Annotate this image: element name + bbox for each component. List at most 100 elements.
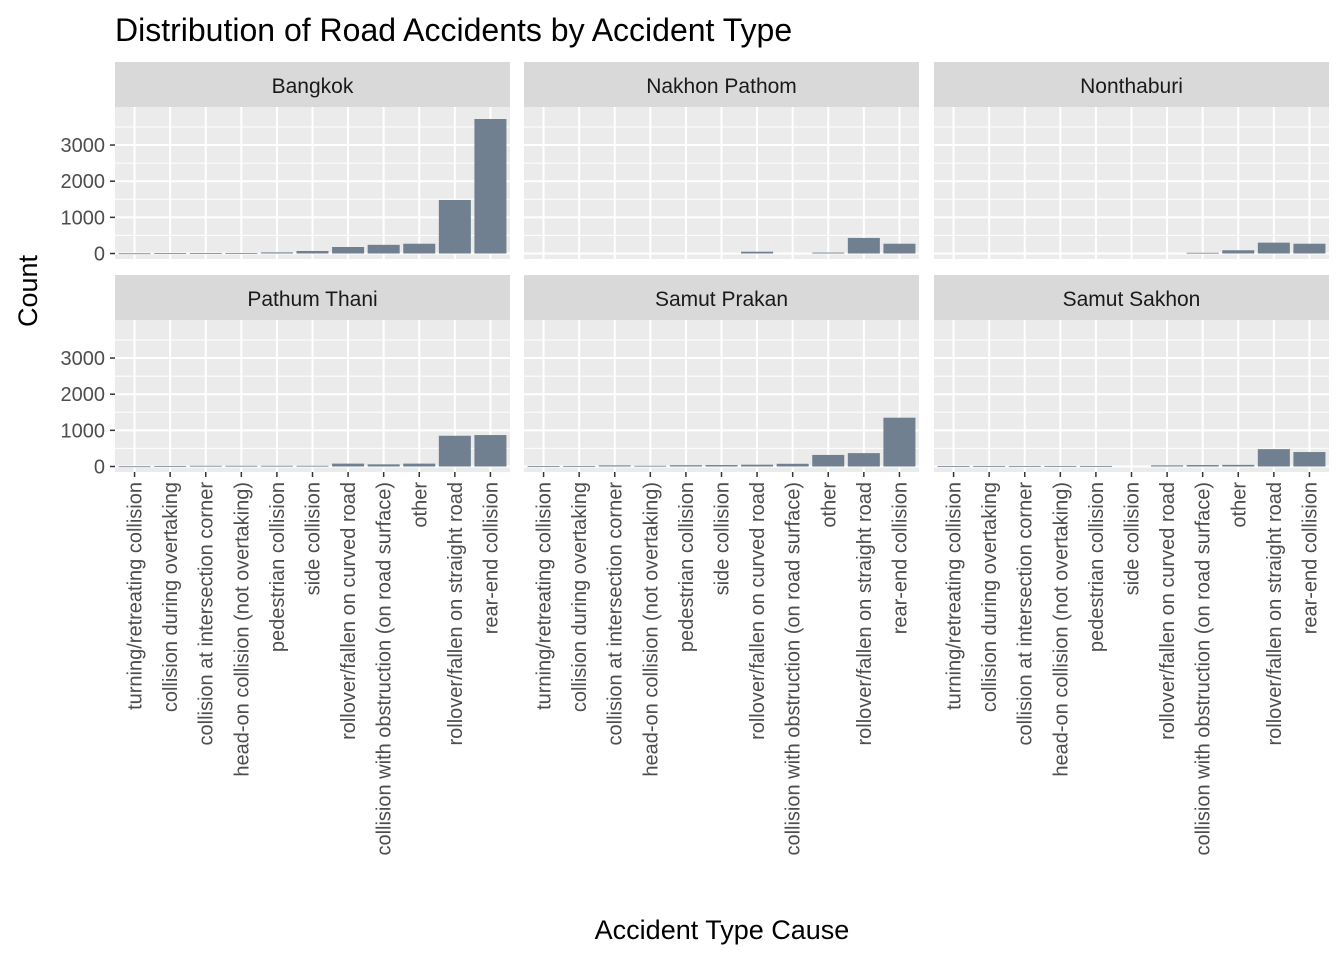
x-tick-label: rollover/fallen on curved road	[747, 482, 769, 740]
bar	[225, 465, 258, 467]
facet-strip-label: Nonthaburi	[1080, 75, 1183, 98]
x-tick-label: rollover/fallen on curved road	[338, 482, 360, 740]
bar	[973, 465, 1006, 467]
facet-strip	[934, 62, 1329, 107]
x-tick-label: turning/retreating collision	[125, 482, 147, 710]
y-tick-label: 0	[94, 244, 105, 266]
x-tick-label: rollover/fallen on straight road	[445, 482, 467, 745]
bar	[474, 119, 507, 254]
bar	[1293, 452, 1326, 467]
bar	[812, 454, 845, 467]
bar	[332, 463, 365, 467]
bar	[403, 463, 436, 467]
facet-strip-label: Samut Sakhon	[1063, 288, 1201, 311]
y-tick-label: 2000	[61, 171, 106, 193]
facet-strip-label: Pathum Thani	[247, 288, 377, 311]
bar	[847, 453, 880, 467]
y-tick-label: 1000	[61, 420, 106, 442]
bar	[154, 465, 187, 467]
facet-panel: Nakhon Pathom	[524, 62, 919, 259]
facet-panel: Pathum Thani 0 1000 2000 3000 turning/retreat…	[61, 275, 510, 856]
x-tick-label: collision at intersection corner	[196, 482, 218, 746]
bar	[296, 465, 329, 467]
bar	[634, 465, 667, 467]
x-axis-title: Accident Type Cause	[595, 915, 850, 945]
x-tick-label: side collision	[712, 482, 734, 595]
facet-panels: Bangkok 0 1000 2000 3000 Nakhon Pathom Nonthab…	[61, 62, 1329, 856]
bar	[438, 435, 471, 467]
x-tick-label: pedestrian collision	[676, 482, 698, 652]
bar	[1257, 449, 1290, 467]
x-tick-label: head-on collision (not overtaking)	[1050, 482, 1072, 777]
bar	[776, 463, 809, 467]
bar	[669, 465, 702, 467]
x-tick-label: rollover/fallen on curved road	[1157, 482, 1179, 740]
bar	[296, 250, 329, 254]
bar	[189, 465, 222, 467]
bar	[705, 465, 738, 467]
x-tick-label: collision at intersection corner	[1015, 482, 1037, 746]
x-tick-label: collision during overtaking	[160, 482, 182, 712]
bar	[527, 466, 560, 467]
facet-strip	[524, 62, 919, 107]
bar	[1079, 465, 1112, 467]
x-tick-label: turning/retreating collision	[944, 482, 966, 710]
bar	[1044, 465, 1077, 467]
bar	[225, 252, 258, 254]
facet-panel: Nonthaburi	[934, 62, 1329, 259]
bar	[474, 435, 507, 467]
bar	[812, 252, 845, 254]
x-tick-label: collision during overtaking	[569, 482, 591, 712]
x-tick-label: side collision	[1122, 482, 1144, 595]
bar	[1186, 465, 1219, 467]
bar	[189, 253, 222, 254]
facet-strip	[115, 275, 510, 320]
bar	[1293, 243, 1326, 254]
x-tick-label: collision with obstruction (on road surf…	[374, 482, 396, 856]
x-tick-label: rear-end collision	[889, 482, 911, 634]
facet-strip	[115, 62, 510, 107]
facet-panel: Bangkok 0 1000 2000 3000	[61, 62, 510, 266]
bar	[260, 252, 293, 254]
bar	[1257, 242, 1290, 254]
bar	[367, 244, 400, 254]
x-tick-label: collision with obstruction (on road surf…	[783, 482, 805, 856]
bar	[883, 417, 916, 467]
facet-strip	[934, 275, 1329, 320]
bar	[1222, 250, 1255, 254]
facet-panel: Samut Prakan turning/retreating collision…	[524, 275, 919, 856]
bar	[154, 253, 187, 255]
y-tick-label: 2000	[61, 384, 106, 406]
bar	[563, 465, 596, 467]
bar	[741, 251, 774, 254]
bar	[1151, 465, 1184, 467]
facet-strip-label: Samut Prakan	[655, 288, 788, 311]
bar	[118, 466, 151, 468]
chart-title: Distribution of Road Accidents by Accide…	[115, 12, 792, 48]
x-tick-label: head-on collision (not overtaking)	[231, 482, 253, 777]
y-axis-title: Count	[13, 254, 43, 327]
x-tick-label: collision during overtaking	[979, 482, 1001, 712]
x-tick-label: side collision	[303, 482, 325, 595]
y-tick-label: 0	[94, 457, 105, 479]
x-tick-label: rollover/fallen on straight road	[1264, 482, 1286, 745]
bar	[1186, 252, 1219, 254]
bar	[937, 466, 970, 467]
bar	[847, 237, 880, 254]
y-tick-label: 1000	[61, 207, 106, 229]
bar	[118, 253, 151, 255]
facet-panel: Samut Sakhon turning/retreating collision…	[934, 275, 1329, 856]
bar	[741, 464, 774, 467]
y-tick-label: 3000	[61, 135, 106, 157]
x-tick-label: rear-end collision	[480, 482, 502, 634]
bar	[332, 246, 365, 254]
x-tick-label: pedestrian collision	[1086, 482, 1108, 652]
x-tick-label: head-on collision (not overtaking)	[640, 482, 662, 777]
x-tick-label: collision with obstruction (on road surf…	[1193, 482, 1215, 856]
bar	[403, 243, 436, 254]
bar	[598, 465, 631, 467]
x-tick-label: rear-end collision	[1299, 482, 1321, 634]
bar	[883, 243, 916, 254]
facet-strip-label: Bangkok	[272, 75, 354, 98]
